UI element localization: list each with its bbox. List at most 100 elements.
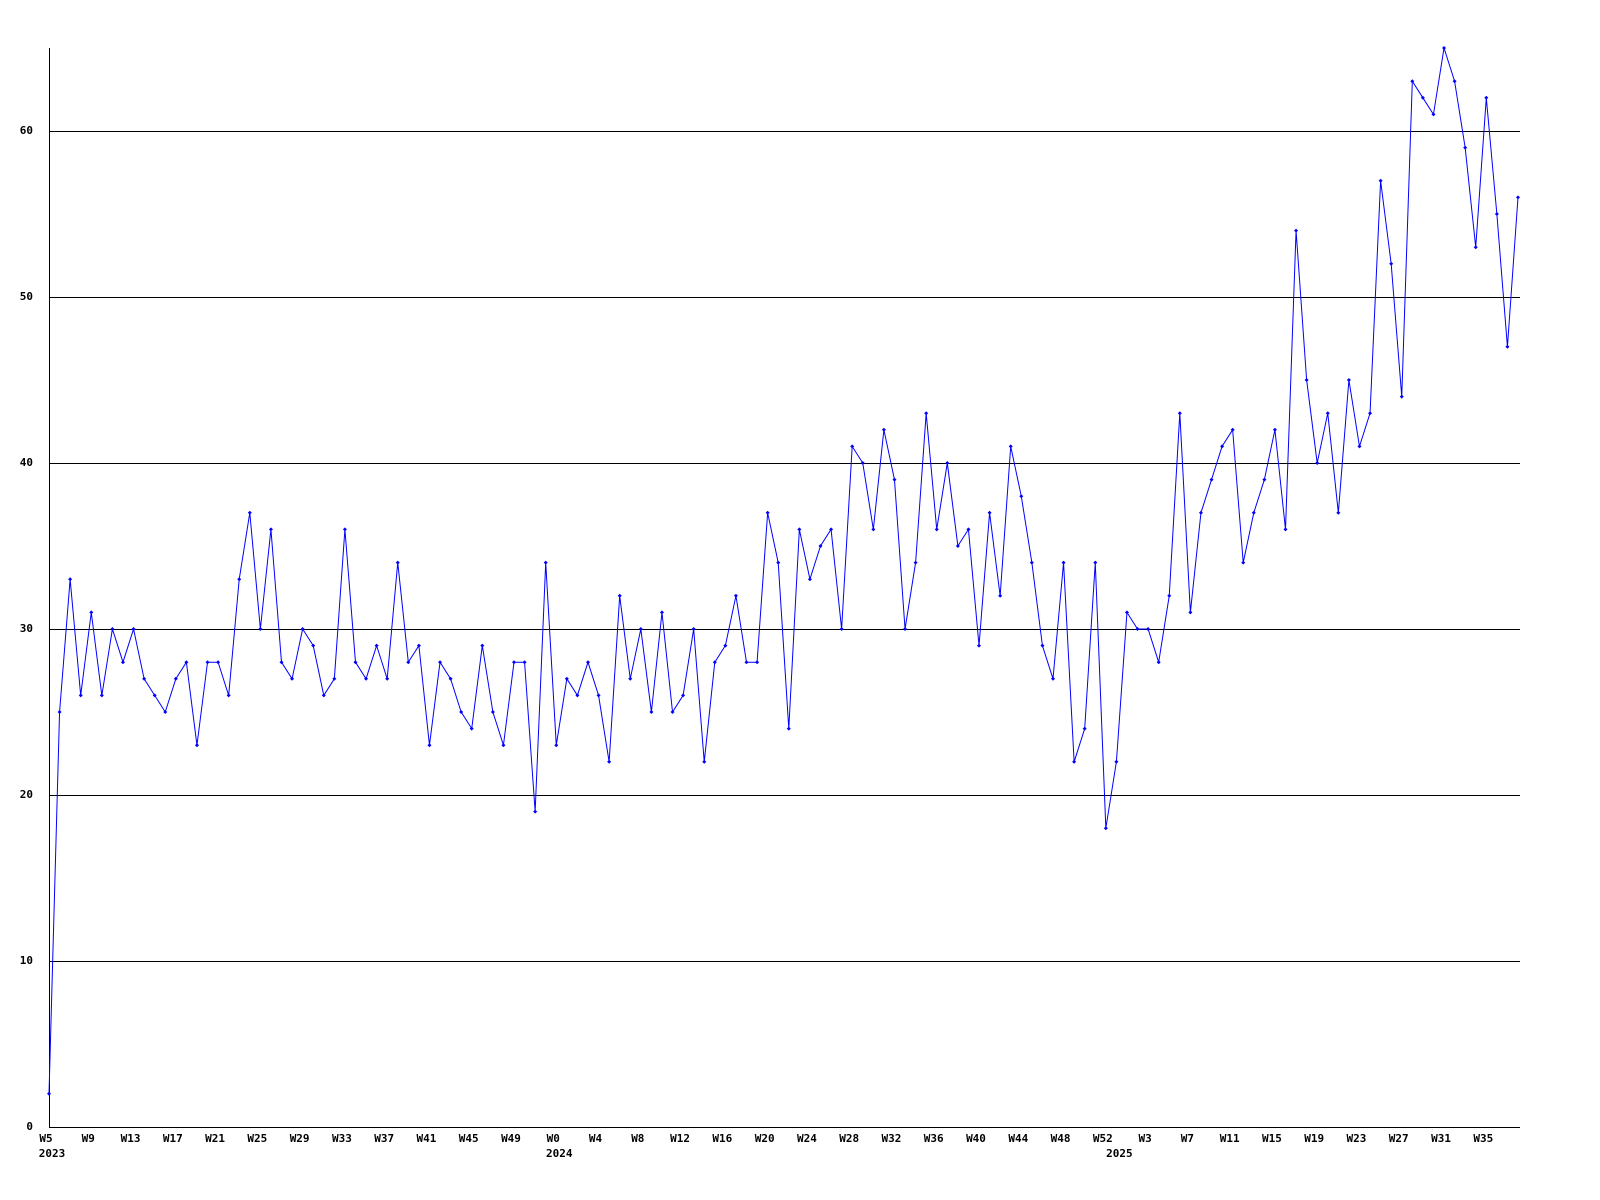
x-tick-label: W23 <box>1347 1132 1367 1145</box>
data-point <box>765 510 770 515</box>
x-tick-label: W29 <box>290 1132 310 1145</box>
data-point <box>1220 444 1225 449</box>
data-point <box>57 710 62 714</box>
data-point <box>797 527 802 532</box>
x-tick-label: W25 <box>247 1132 267 1145</box>
x-tick-label: W5 <box>39 1132 52 1145</box>
data-point <box>247 510 252 515</box>
x-tick-label: W11 <box>1220 1132 1240 1145</box>
data-point <box>776 560 781 565</box>
data-point <box>723 643 728 648</box>
y-tick-label: 20 <box>20 788 33 801</box>
data-point <box>638 627 643 631</box>
data-line <box>48 47 1519 1094</box>
data-point <box>702 759 707 764</box>
data-point <box>860 461 865 465</box>
data-point <box>501 743 506 748</box>
data-point <box>670 710 675 714</box>
data-point <box>807 577 812 582</box>
data-point <box>617 593 622 598</box>
data-point <box>533 809 538 814</box>
data-point <box>1378 178 1383 183</box>
data-point <box>1315 461 1320 465</box>
data-point <box>78 693 83 698</box>
y-tick-label: 0 <box>26 1120 33 1133</box>
data-point <box>1357 444 1362 449</box>
data-point <box>1473 245 1478 250</box>
data-point <box>786 726 791 731</box>
data-point <box>596 693 601 698</box>
data-point <box>892 477 897 482</box>
data-point <box>818 544 823 548</box>
y-tick-label: 40 <box>20 456 33 469</box>
data-point <box>744 660 749 665</box>
x-tick-label: W13 <box>121 1132 141 1145</box>
x-tick-label: W45 <box>459 1132 479 1145</box>
data-point <box>1241 560 1246 565</box>
data-point <box>1230 427 1235 432</box>
data-point <box>839 627 844 631</box>
data-point <box>438 660 443 665</box>
data-point <box>1072 759 1077 764</box>
data-point <box>755 660 760 665</box>
x-tick-label: W7 <box>1181 1132 1194 1145</box>
data-point <box>205 660 210 665</box>
y-tick-label: 30 <box>20 622 33 635</box>
data-point <box>1040 643 1045 648</box>
data-point <box>1389 261 1394 266</box>
data-point <box>1463 145 1468 150</box>
data-point <box>1135 627 1140 631</box>
data-point <box>194 743 199 748</box>
data-point <box>871 527 876 532</box>
x-tick-label: W0 <box>547 1132 560 1145</box>
data-point <box>1029 560 1034 565</box>
data-point <box>480 643 485 648</box>
data-point <box>1082 726 1087 731</box>
data-point <box>1272 427 1277 432</box>
data-point <box>1325 411 1330 416</box>
data-point <box>1410 79 1415 84</box>
x-tick-label: W37 <box>374 1132 394 1145</box>
data-point <box>1061 560 1066 565</box>
x-tick-label: W48 <box>1051 1132 1071 1145</box>
data-point <box>1008 444 1013 449</box>
data-point <box>1516 195 1520 200</box>
data-point <box>1368 411 1373 416</box>
data-point <box>955 544 960 548</box>
data-point <box>99 693 104 698</box>
data-point <box>1262 477 1267 482</box>
data-point <box>290 676 295 681</box>
data-point <box>1420 95 1425 100</box>
data-point <box>913 560 918 565</box>
x-year-label: 2025 <box>1106 1147 1133 1160</box>
x-tick-label: W24 <box>797 1132 817 1145</box>
data-point <box>733 593 738 598</box>
data-point <box>173 676 178 681</box>
data-point <box>1399 394 1404 399</box>
data-point <box>364 676 369 681</box>
data-point <box>237 577 242 582</box>
data-point <box>1177 411 1182 416</box>
data-point <box>966 527 971 532</box>
x-tick-label: W16 <box>712 1132 732 1145</box>
data-point <box>945 461 950 465</box>
data-point <box>1294 228 1299 233</box>
data-point <box>1505 344 1510 349</box>
data-point <box>258 627 263 631</box>
x-year-label: 2023 <box>39 1147 66 1160</box>
data-point <box>934 527 939 532</box>
x-tick-label: W35 <box>1473 1132 1493 1145</box>
data-point <box>1156 660 1161 665</box>
data-point <box>649 710 654 714</box>
data-point <box>68 577 73 582</box>
data-point <box>374 643 379 648</box>
data-point <box>1019 494 1024 499</box>
x-tick-label: W21 <box>205 1132 225 1145</box>
data-point <box>1442 46 1447 50</box>
data-point <box>300 627 305 631</box>
data-point <box>659 610 664 615</box>
data-point <box>543 560 548 565</box>
data-point <box>1188 610 1193 615</box>
